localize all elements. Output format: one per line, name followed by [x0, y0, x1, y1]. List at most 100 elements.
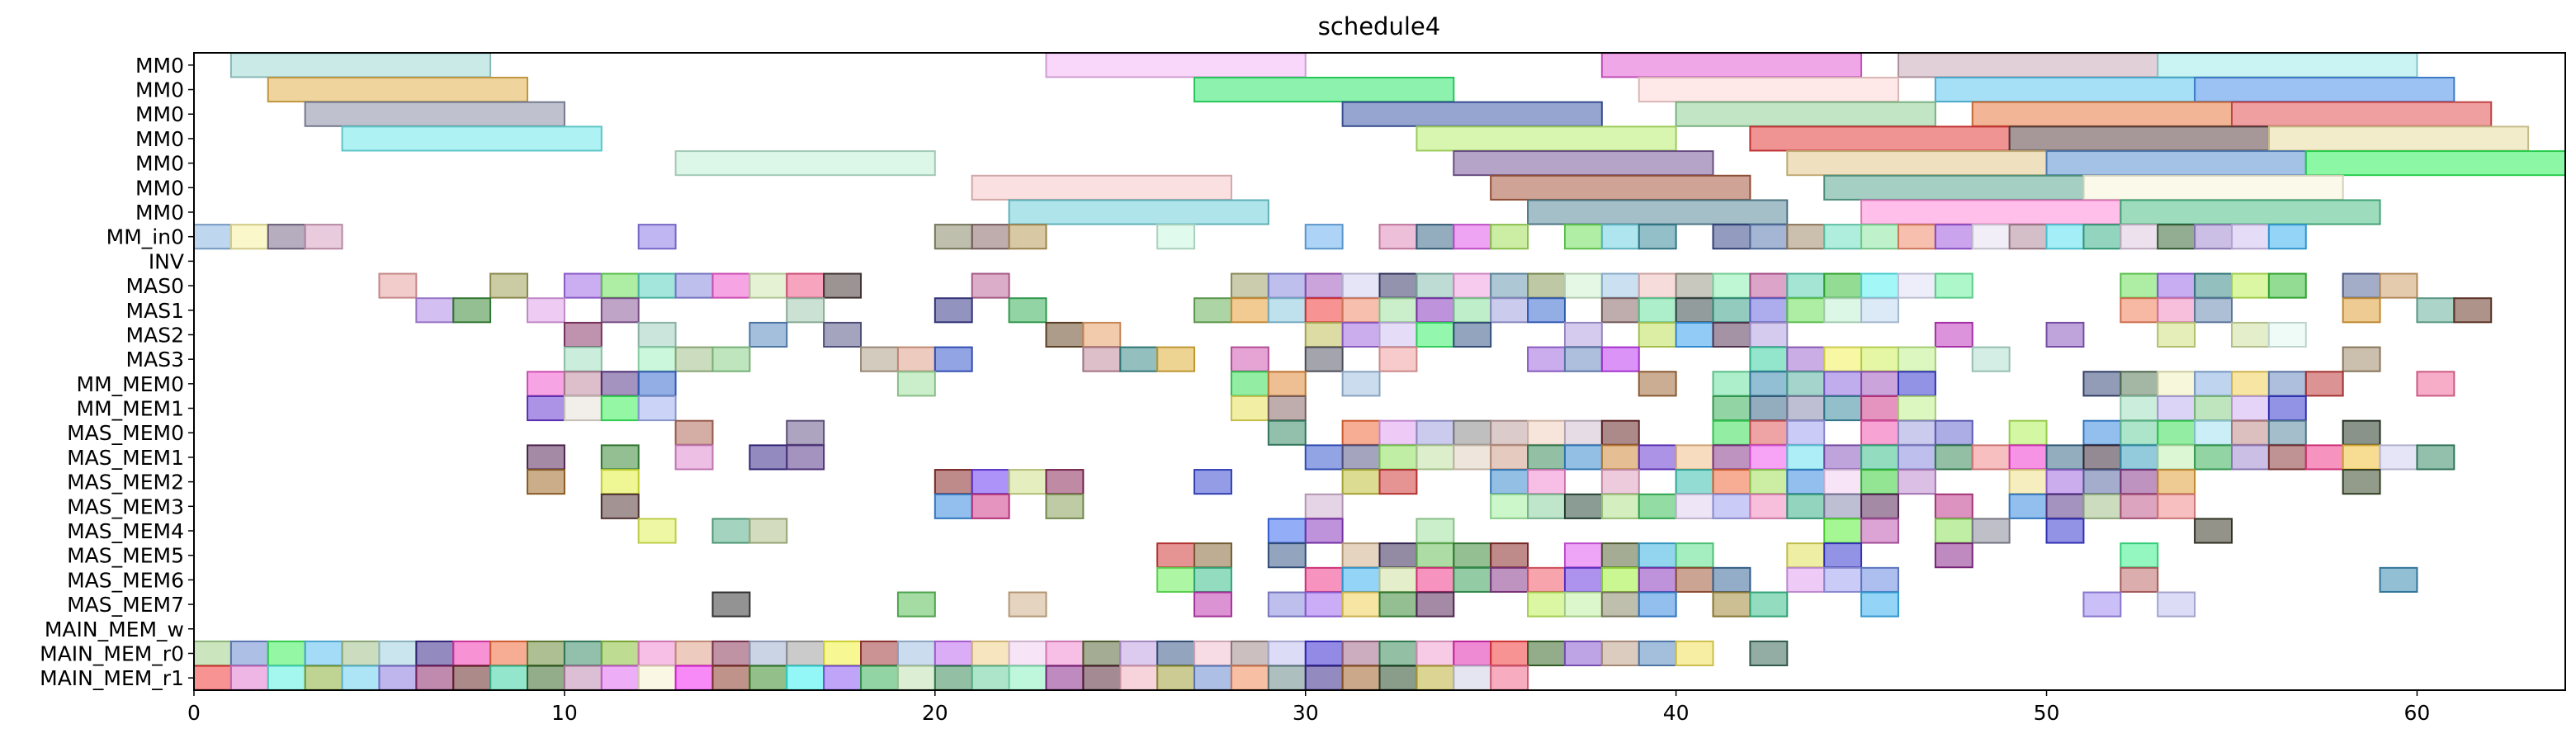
- schedule-bar: [1786, 224, 1826, 250]
- schedule-bar: [2120, 566, 2159, 593]
- schedule-bar: [2157, 444, 2196, 471]
- schedule-bar: [600, 395, 640, 422]
- schedule-bar: [527, 444, 565, 471]
- schedule-bar: [1453, 566, 1492, 593]
- schedule-bar: [1082, 346, 1122, 372]
- schedule-bar: [1008, 591, 1047, 618]
- schedule-bar: [1638, 321, 1677, 348]
- schedule-bar: [1416, 272, 1455, 299]
- schedule-bar: [1934, 542, 1973, 569]
- schedule-bar: [2157, 591, 2196, 618]
- schedule-bar: [600, 371, 640, 397]
- schedule-bar: [1341, 371, 1381, 397]
- schedule-bar: [2082, 224, 2122, 250]
- schedule-bar: [1600, 640, 1640, 667]
- schedule-bar: [193, 640, 232, 667]
- schedule-bar: [2120, 297, 2159, 324]
- schedule-bar: [637, 665, 677, 691]
- schedule-bar: [711, 518, 751, 544]
- schedule-bar: [1563, 224, 1603, 250]
- schedule-bar: [1675, 566, 1714, 593]
- schedule-bar: [1749, 444, 1789, 471]
- schedule-bar: [1267, 640, 1307, 667]
- schedule-bar: [1341, 542, 1381, 569]
- schedule-bar: [2120, 469, 2159, 495]
- schedule-bar: [1749, 321, 1789, 348]
- schedule-bar: [1823, 224, 1863, 250]
- schedule-bar: [1786, 493, 1826, 519]
- schedule-bar: [1600, 272, 1640, 299]
- schedule-bar: [2082, 591, 2122, 618]
- schedule-bar: [1378, 224, 1418, 250]
- y-tick-label: MM0: [135, 176, 184, 200]
- schedule-bar: [1082, 640, 1122, 667]
- schedule-bar: [1934, 444, 1973, 471]
- schedule-bar: [1971, 518, 2011, 544]
- schedule-bar: [2194, 444, 2233, 471]
- schedule-bar: [1416, 224, 1455, 250]
- schedule-bar: [1304, 493, 1344, 519]
- schedule-bar: [1600, 542, 1640, 569]
- schedule-bar: [1600, 419, 1640, 446]
- schedule-bar: [1749, 272, 1789, 299]
- schedule-bar: [1823, 469, 1863, 495]
- schedule-bar: [1378, 444, 1418, 471]
- schedule-bar: [749, 665, 788, 691]
- schedule-bar: [1082, 321, 1122, 348]
- schedule-bar: [1193, 542, 1232, 569]
- schedule-bar: [2194, 297, 2233, 324]
- schedule-bar: [1786, 469, 1826, 495]
- schedule-bar: [896, 591, 936, 618]
- schedule-bar: [2342, 469, 2381, 495]
- schedule-bar: [2120, 542, 2159, 569]
- schedule-bar: [971, 272, 1010, 299]
- schedule-bar: [1008, 224, 1047, 250]
- schedule-bar: [1786, 542, 1826, 569]
- schedule-bar: [415, 640, 455, 667]
- schedule-bar: [1119, 640, 1159, 667]
- schedule-bar: [1749, 591, 1789, 618]
- schedule-bar: [971, 493, 1010, 519]
- schedule-bar: [1230, 346, 1269, 372]
- schedule-bar: [1563, 444, 1603, 471]
- schedule-bar: [2230, 224, 2270, 250]
- schedule-bar: [1416, 566, 1455, 593]
- schedule-bar: [2157, 52, 2418, 78]
- schedule-bar: [1563, 591, 1603, 618]
- schedule-bar: [896, 665, 936, 691]
- schedule-bar: [527, 469, 565, 495]
- schedule-bar: [749, 321, 788, 348]
- x-tick-label: 20: [922, 701, 948, 725]
- schedule-bar: [1860, 469, 1899, 495]
- schedule-bar: [1749, 395, 1789, 422]
- schedule-bar: [1897, 272, 1936, 299]
- schedule-bar: [1378, 419, 1418, 446]
- schedule-bar: [1934, 76, 2196, 103]
- schedule-bar: [1304, 224, 1344, 250]
- schedule-bar: [1341, 591, 1381, 618]
- schedule-bar: [2120, 395, 2159, 422]
- schedule-bar: [1527, 444, 1566, 471]
- schedule-bar: [786, 444, 825, 471]
- schedule-bar: [1527, 297, 1566, 324]
- schedule-bar: [1230, 272, 1269, 299]
- schedule-bar: [1304, 444, 1344, 471]
- schedule-bar: [1416, 665, 1455, 691]
- y-tick-label: MAS_MEM1: [67, 446, 184, 470]
- schedule-bar: [489, 272, 529, 299]
- schedule-bar: [2453, 297, 2493, 324]
- x-tick-label: 10: [551, 701, 578, 725]
- schedule-bar: [1712, 371, 1751, 397]
- schedule-bar: [1378, 321, 1418, 348]
- schedule-bar: [1304, 566, 1344, 593]
- schedule-bar: [1008, 665, 1047, 691]
- schedule-bar: [1860, 395, 1899, 422]
- schedule-bar: [1749, 346, 1789, 372]
- schedule-bar: [2157, 493, 2196, 519]
- schedule-bar: [563, 395, 603, 422]
- schedule-bar: [637, 272, 677, 299]
- schedule-bar: [1563, 419, 1603, 446]
- schedule-bar: [1897, 224, 1936, 250]
- schedule-bar: [2379, 566, 2418, 593]
- schedule-bar: [1453, 272, 1492, 299]
